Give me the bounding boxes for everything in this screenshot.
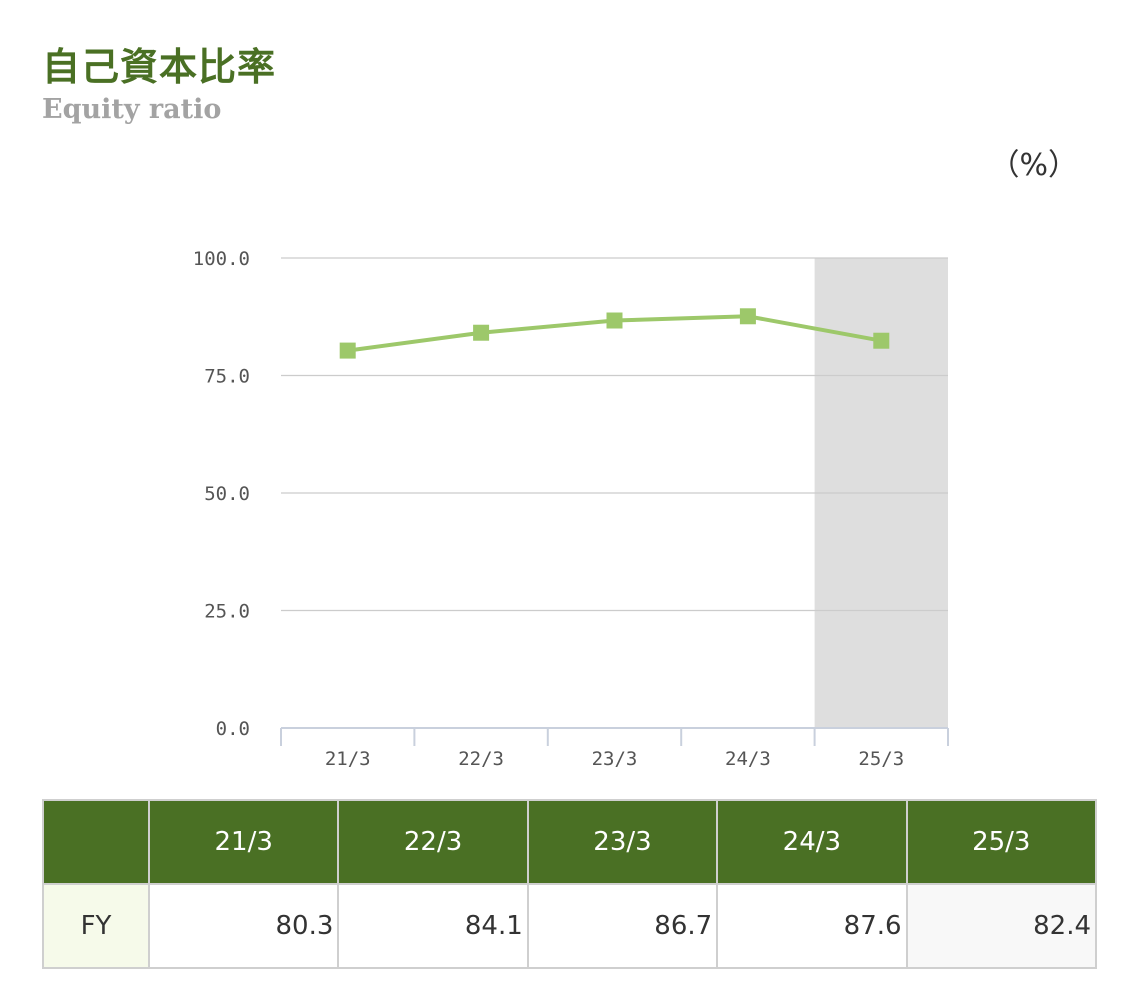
data-point (339, 342, 356, 359)
table-header-row: 21/3 22/3 23/3 24/3 25/3 (42, 799, 1098, 885)
data-table: 21/3 22/3 23/3 24/3 25/3 FY 80.3 84.1 86… (42, 799, 1098, 969)
table-row: FY 80.3 84.1 86.7 87.6 82.4 (42, 883, 1098, 969)
x-tick-label: 25/3 (858, 748, 904, 770)
x-tick-label: 23/3 (592, 748, 638, 770)
table-cell: 82.4 (905, 883, 1098, 969)
table-cell: 80.3 (147, 883, 340, 969)
table-header-cell: 24/3 (716, 799, 908, 885)
x-tick-label: 22/3 (458, 748, 504, 770)
x-tick-label: 21/3 (325, 748, 371, 770)
table-cell: 84.1 (337, 883, 529, 969)
y-tick-label: 25.0 (204, 601, 250, 623)
table-header-cell: 22/3 (337, 799, 529, 885)
table-header-cell: 21/3 (147, 799, 340, 885)
x-tick-label: 24/3 (725, 748, 771, 770)
y-tick-label: 75.0 (204, 366, 250, 388)
data-point (873, 332, 890, 349)
table-header-cell: 25/3 (905, 799, 1098, 885)
data-point (606, 312, 623, 329)
unit-label: （%） (989, 148, 1078, 183)
data-point (739, 308, 756, 325)
table-header-cell: 23/3 (526, 799, 719, 885)
y-tick-label: 100.0 (193, 248, 250, 270)
data-point (473, 324, 490, 341)
table-corner-cell (42, 799, 150, 885)
chart-title: 自己資本比率 (42, 44, 277, 89)
y-tick-label: 50.0 (204, 483, 250, 505)
table-cell: 87.6 (716, 883, 908, 969)
y-tick-label: 0.0 (216, 718, 250, 740)
table-row-label: FY (42, 883, 150, 969)
line-chart: 0.0 25.0 50.0 75.0 100.0 21/3 22/3 23/3 24/3 25/3 (193, 248, 949, 770)
table-cell: 86.7 (526, 883, 719, 969)
chart-subtitle: Equity ratio (42, 94, 222, 125)
